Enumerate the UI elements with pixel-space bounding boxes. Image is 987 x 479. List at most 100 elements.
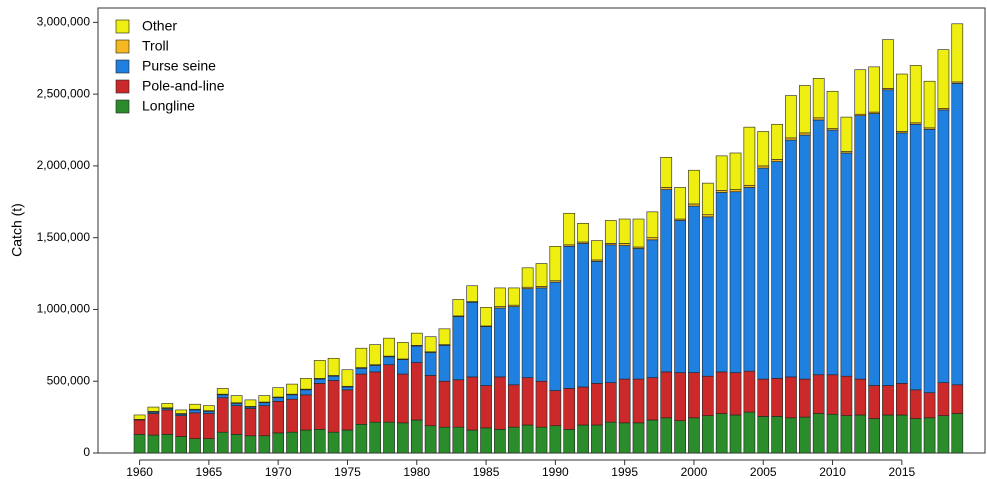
bar-segment — [660, 189, 673, 373]
bar-segment — [909, 65, 922, 124]
bar-segment — [466, 376, 479, 431]
bar-segment — [674, 220, 686, 373]
bar-segment — [535, 287, 548, 382]
bar-segment — [494, 307, 506, 378]
bar-segment — [133, 419, 146, 435]
bar-segment — [147, 413, 160, 436]
bar-segment — [480, 326, 492, 386]
bar-segment — [854, 414, 867, 454]
legend-swatch — [115, 39, 130, 54]
bar-segment — [701, 182, 714, 216]
bar-segment — [812, 413, 825, 454]
bar-segment — [785, 139, 797, 378]
bar-segment — [618, 378, 631, 424]
x-tick-label: 1980 — [403, 465, 430, 479]
bar-segment — [494, 429, 506, 454]
bar-segment — [521, 424, 534, 454]
bar-segment — [327, 380, 340, 433]
bar-segment — [951, 384, 964, 414]
bar-segment — [480, 427, 492, 454]
bar-segment — [812, 119, 825, 376]
bar-segment — [272, 401, 285, 434]
bar-segment — [175, 415, 188, 437]
bar-segment — [313, 360, 326, 379]
bar-segment — [715, 192, 728, 373]
bar-segment — [882, 414, 894, 454]
bar-segment — [216, 394, 229, 399]
bar-segment — [743, 411, 756, 454]
y-tick-label: 1,500,000 — [37, 230, 91, 244]
bar-segment — [272, 397, 285, 402]
bar-segment — [216, 388, 229, 395]
bar-segment — [466, 285, 479, 302]
bar-segment — [646, 239, 659, 378]
bar-segment — [854, 115, 867, 380]
bar-segment — [688, 205, 700, 373]
bar-segment — [757, 167, 770, 380]
bar-segment — [313, 378, 326, 384]
bar-segment — [688, 169, 700, 205]
bar-segment — [688, 372, 700, 419]
legend-swatch — [115, 19, 130, 34]
bar-segment — [646, 377, 659, 421]
bar-segment — [313, 429, 326, 454]
x-tick-label: 2015 — [888, 465, 915, 479]
x-tick-label: 2000 — [681, 465, 708, 479]
bar-segment — [771, 123, 783, 160]
bar-segment — [230, 405, 243, 435]
bar-segment — [785, 417, 797, 454]
bar-segment — [521, 288, 534, 378]
bar-segment — [951, 23, 964, 83]
bar-segment — [798, 85, 811, 134]
bar-segment — [882, 385, 894, 416]
bar-segment — [937, 415, 950, 454]
bar-segment — [895, 414, 908, 454]
bar-segment — [563, 429, 576, 454]
bar-segment — [203, 413, 215, 439]
bar-segment — [133, 434, 146, 454]
bar-segment — [300, 389, 312, 396]
bar-segment — [438, 426, 451, 454]
bar-segment — [701, 216, 714, 377]
bar-segment — [868, 418, 880, 454]
bar-segment — [147, 406, 160, 412]
bar-segment — [798, 132, 811, 136]
bar-segment — [383, 364, 395, 423]
x-tick-label: 1995 — [611, 465, 638, 479]
bar-segment — [549, 245, 562, 282]
bar-segment — [355, 423, 368, 454]
bar-segment — [549, 390, 562, 427]
bar-segment — [868, 66, 880, 113]
bar-segment — [798, 416, 811, 454]
legend-swatch — [115, 99, 130, 114]
bar-segment — [452, 299, 465, 317]
legend-label: Troll — [142, 38, 169, 54]
bar-segment — [189, 403, 201, 410]
y-tick-label: 500,000 — [47, 373, 91, 387]
bar-segment — [397, 373, 409, 424]
bar-segment — [840, 116, 853, 152]
bar-segment — [591, 424, 603, 454]
y-tick-label: 2,000,000 — [37, 158, 91, 172]
bar-segment — [369, 365, 382, 373]
bar-segment — [577, 424, 589, 454]
bar-segment — [230, 403, 243, 406]
bar-segment — [452, 316, 465, 381]
legend-label: Purse seine — [142, 58, 216, 74]
bar-segment — [785, 137, 797, 141]
bar-segment — [895, 73, 908, 132]
bar-segment — [632, 422, 645, 454]
bar-segment — [355, 347, 368, 368]
bar-segment — [646, 419, 659, 454]
bar-segment — [438, 380, 451, 428]
bar-segment — [909, 418, 922, 454]
bar-segment — [923, 392, 936, 419]
bar-segment — [175, 436, 188, 454]
bar-segment — [660, 187, 673, 190]
bar-segment — [591, 383, 603, 426]
bar-segment — [258, 435, 271, 454]
bar-segment — [701, 415, 714, 454]
bar-segment — [868, 113, 880, 386]
y-tick-label: 3,000,000 — [37, 15, 91, 29]
